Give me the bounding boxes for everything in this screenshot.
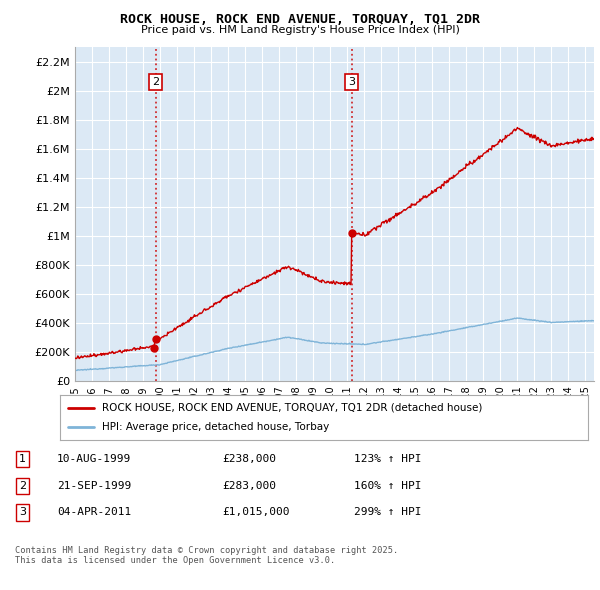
Text: 3: 3 — [348, 77, 355, 87]
Text: 21-SEP-1999: 21-SEP-1999 — [57, 481, 131, 491]
Text: 04-APR-2011: 04-APR-2011 — [57, 507, 131, 517]
Text: 2: 2 — [152, 77, 160, 87]
Text: Price paid vs. HM Land Registry's House Price Index (HPI): Price paid vs. HM Land Registry's House … — [140, 25, 460, 35]
Text: Contains HM Land Registry data © Crown copyright and database right 2025.
This d: Contains HM Land Registry data © Crown c… — [15, 546, 398, 565]
Text: £283,000: £283,000 — [222, 481, 276, 491]
Text: £1,015,000: £1,015,000 — [222, 507, 290, 517]
Text: £238,000: £238,000 — [222, 454, 276, 464]
Text: 3: 3 — [19, 507, 26, 517]
Text: HPI: Average price, detached house, Torbay: HPI: Average price, detached house, Torb… — [102, 422, 329, 432]
Text: ROCK HOUSE, ROCK END AVENUE, TORQUAY, TQ1 2DR (detached house): ROCK HOUSE, ROCK END AVENUE, TORQUAY, TQ… — [102, 403, 482, 412]
Text: 299% ↑ HPI: 299% ↑ HPI — [354, 507, 421, 517]
Text: ROCK HOUSE, ROCK END AVENUE, TORQUAY, TQ1 2DR: ROCK HOUSE, ROCK END AVENUE, TORQUAY, TQ… — [120, 13, 480, 26]
Text: 10-AUG-1999: 10-AUG-1999 — [57, 454, 131, 464]
Text: 1: 1 — [19, 454, 26, 464]
Text: 160% ↑ HPI: 160% ↑ HPI — [354, 481, 421, 491]
Text: 123% ↑ HPI: 123% ↑ HPI — [354, 454, 421, 464]
Text: 2: 2 — [19, 481, 26, 491]
